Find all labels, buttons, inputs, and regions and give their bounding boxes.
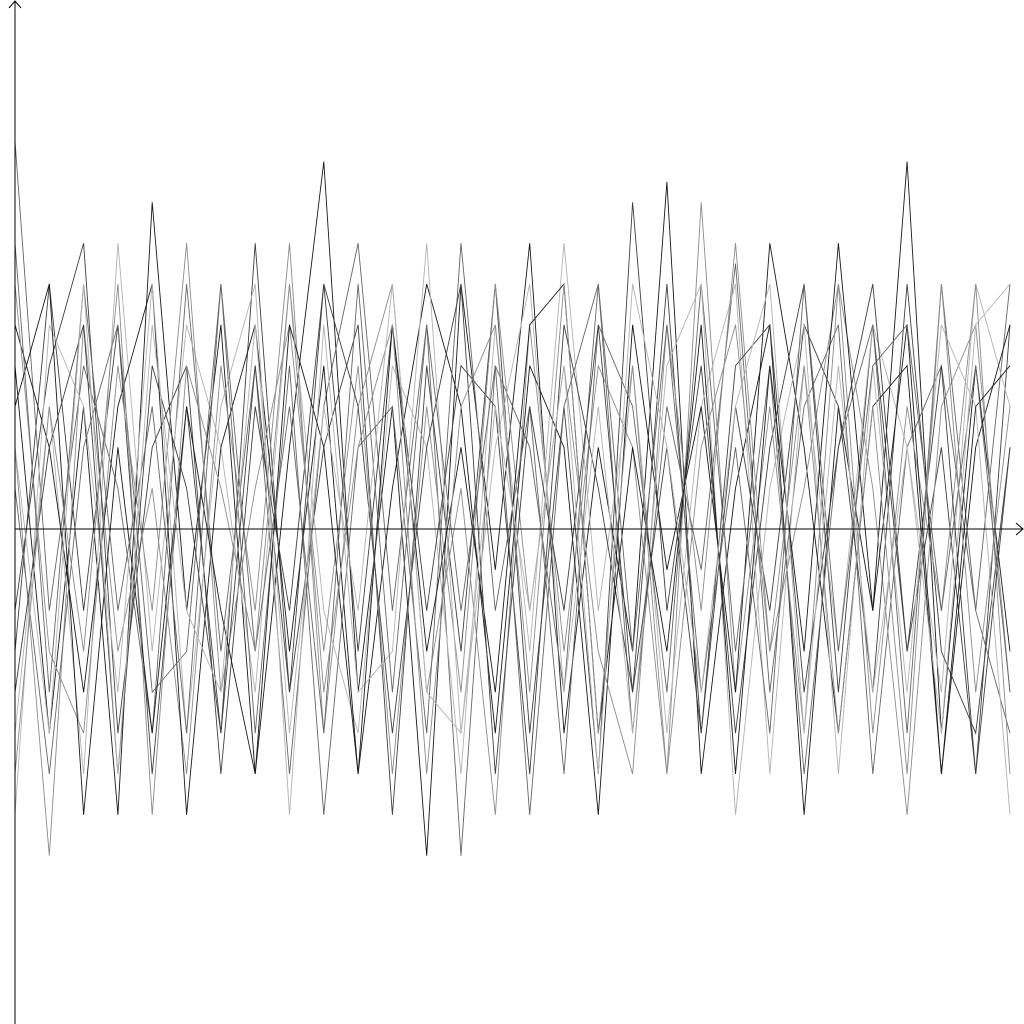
- y-axis-arrow-icon: [8, 0, 22, 9]
- series-line-10: [14, 243, 1011, 815]
- series-line-13: [14, 243, 1011, 815]
- x-axis-arrow-icon: [1015, 522, 1024, 536]
- series-layer: [14, 141, 1011, 856]
- series-line-9: [14, 243, 1011, 775]
- axes: [8, 0, 1024, 1024]
- series-line-3: [14, 141, 1011, 856]
- series-line-15: [14, 283, 1011, 775]
